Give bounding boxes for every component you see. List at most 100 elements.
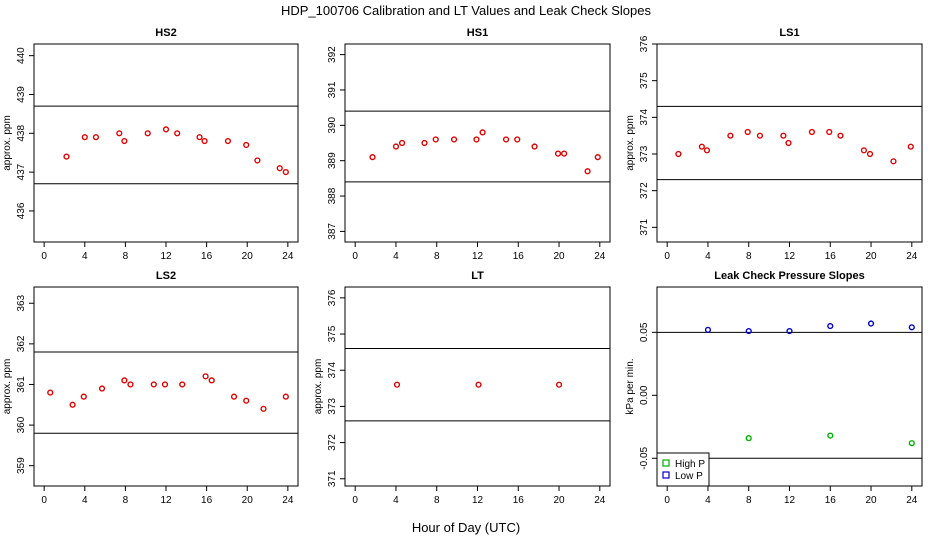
y-tick-label: 361	[16, 376, 27, 393]
data-point	[555, 381, 563, 388]
x-tick-label: 0	[664, 251, 670, 262]
x-tick-label: 24	[906, 251, 918, 262]
x-tick-label: 20	[242, 251, 254, 262]
x-tick-label: 4	[82, 251, 88, 262]
data-point	[116, 130, 123, 137]
data-point	[276, 165, 283, 172]
data-point	[780, 132, 787, 139]
x-tick-label: 20	[553, 495, 565, 506]
x-tick-label: 16	[201, 495, 213, 506]
data-point	[92, 134, 100, 141]
x-tick-label: 0	[41, 251, 47, 262]
data-point	[704, 326, 712, 333]
y-tick-label: 388	[327, 187, 338, 204]
data-point	[81, 134, 88, 141]
y-tick-label: 436	[16, 202, 27, 219]
x-tick-label: 16	[825, 495, 837, 506]
x-tick-label: 20	[242, 495, 254, 506]
x-tick-label: 16	[513, 251, 525, 262]
data-point	[554, 150, 562, 157]
x-tick-label: 24	[282, 495, 294, 506]
data-point	[808, 128, 816, 136]
y-tick-label: 371	[327, 470, 338, 487]
figure-x-label: Hour of Day (UTC)	[412, 520, 520, 535]
x-tick-label: 20	[865, 251, 877, 262]
legend-label: High P	[675, 459, 705, 470]
data-point	[144, 130, 151, 137]
data-point	[698, 143, 705, 150]
y-tick-label: 0.05	[639, 322, 650, 342]
panel-4: LS2 0 4 8 12 16 20 24 359 360 361 362 363 approx. ppm	[2, 270, 299, 506]
y-tick-label: 373	[327, 398, 338, 415]
x-tick-label: 4	[705, 251, 711, 262]
y-tick-label: 372	[327, 434, 338, 451]
plot-frame	[656, 43, 923, 243]
y-tick-label: 376	[327, 289, 338, 306]
data-point	[63, 153, 70, 160]
data-point	[561, 150, 568, 157]
plot-frame	[344, 43, 611, 243]
data-point	[69, 401, 76, 408]
data-point	[196, 134, 203, 141]
y-tick-label: 374	[327, 361, 338, 378]
x-tick-label: 8	[434, 495, 440, 506]
x-tick-label: 0	[41, 495, 47, 506]
x-tick-label: 0	[352, 495, 358, 506]
x-tick-label: 4	[82, 495, 88, 506]
data-point	[867, 320, 875, 327]
y-tick-label: 390	[327, 117, 338, 134]
data-point	[475, 381, 482, 388]
panel-2: HS1 0 4 8 12 16 20 24 387 388 389 390 391 392	[327, 27, 611, 262]
data-point	[243, 397, 250, 404]
figure-title: HDP_100706 Calibration and LT Values and…	[281, 3, 652, 18]
y-tick-label: -0.05	[639, 446, 650, 469]
x-tick-label: 8	[746, 251, 752, 262]
data-point	[421, 139, 428, 147]
x-tick-label: 12	[160, 495, 172, 506]
panel-title: LT	[471, 270, 484, 282]
panel-title: HS2	[155, 27, 176, 39]
data-point	[890, 158, 897, 165]
data-point	[827, 432, 834, 439]
y-tick-label: 0.00	[639, 385, 650, 405]
x-tick-label: 24	[282, 251, 294, 262]
x-tick-label: 8	[746, 495, 752, 506]
panel-6: Leak Check Pressure Slopes 0 4 8 12 16 20 24 -0.…	[625, 270, 923, 506]
data-point	[98, 385, 106, 392]
y-tick-label: 391	[327, 81, 338, 98]
y-tick-label: 374	[639, 109, 650, 126]
data-point	[150, 381, 157, 388]
panel-5: LT 0 4 8 12 16 20 24 371 372 373 374 375 376 approx. p…	[313, 270, 611, 506]
y-tick-label: 359	[16, 457, 27, 474]
data-point	[745, 327, 752, 335]
data-point	[514, 136, 521, 143]
x-tick-label: 12	[472, 251, 484, 262]
x-tick-label: 0	[664, 495, 670, 506]
y-axis-label: approx. ppm	[313, 359, 324, 415]
y-tick-label: 373	[639, 145, 650, 162]
y-axis-label: kPa per min.	[625, 358, 636, 414]
y-axis-label: approx. ppm	[625, 115, 636, 171]
y-tick-label: 371	[639, 219, 650, 236]
data-point	[908, 440, 915, 447]
data-point	[907, 143, 914, 150]
plot-frame	[33, 43, 299, 243]
x-tick-label: 24	[906, 495, 918, 506]
data-point	[827, 322, 834, 330]
data-point	[594, 154, 601, 161]
data-point	[282, 393, 289, 400]
data-point	[121, 137, 128, 145]
data-point	[369, 154, 376, 161]
legend-marker	[662, 459, 670, 467]
data-point	[162, 126, 170, 133]
y-tick-label: 360	[16, 416, 27, 433]
x-tick-label: 4	[393, 495, 399, 506]
data-point	[727, 132, 734, 139]
x-tick-label: 24	[594, 251, 606, 262]
y-tick-label: 376	[639, 35, 650, 52]
y-tick-label: 362	[16, 335, 27, 352]
data-point	[531, 143, 538, 150]
data-point	[230, 393, 238, 400]
data-point	[243, 141, 250, 149]
